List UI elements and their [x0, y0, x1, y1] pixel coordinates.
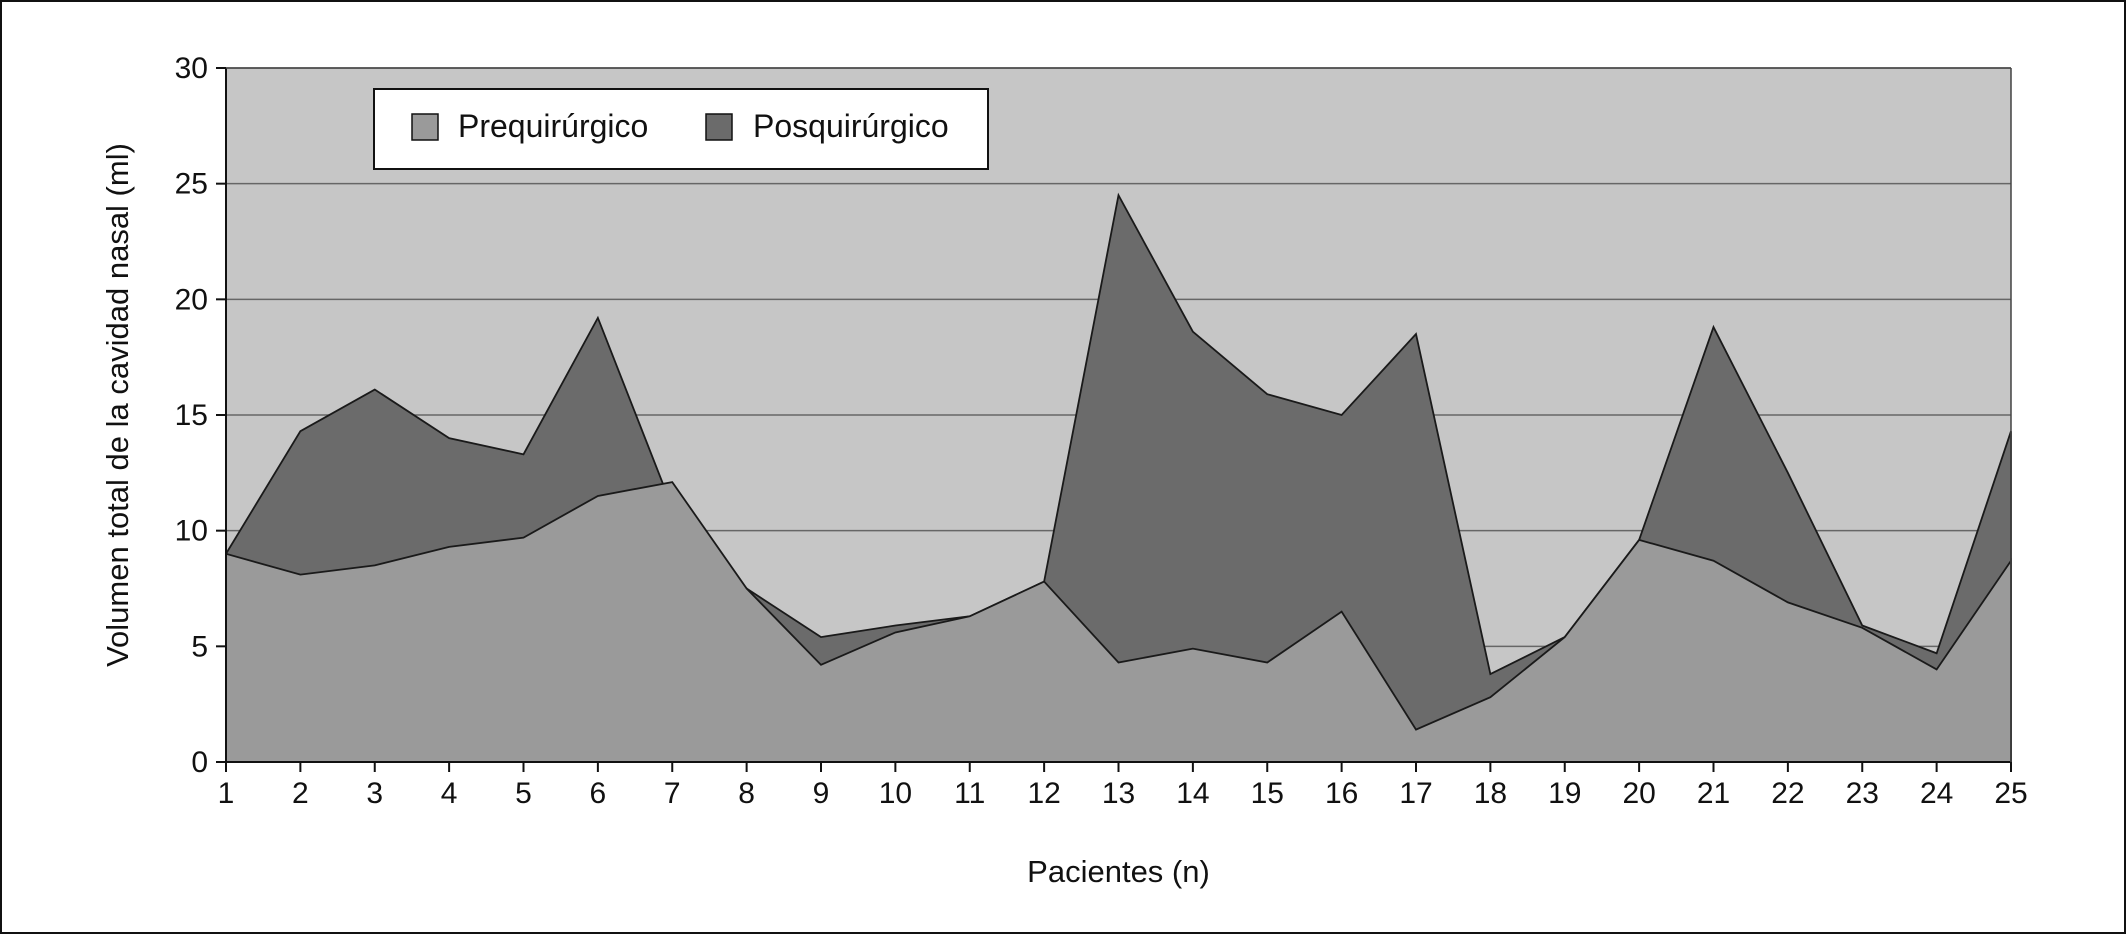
area-prequirurgico [225, 481, 2012, 763]
legend-swatch-posquirurgico [705, 113, 733, 141]
legend: Prequirúrgico Posquirúrgico [373, 88, 989, 170]
y-tick-label-25: 25 [175, 168, 208, 201]
x-tick-label-14: 14 [1176, 777, 1209, 810]
y-tick-label-15: 15 [175, 399, 208, 432]
y-tick-label-30: 30 [175, 52, 208, 85]
x-tick-label-24: 24 [1920, 777, 1953, 810]
x-tick-label-11: 11 [954, 777, 985, 810]
y-axis-label: Volumen total de la cavidad nasal (ml) [100, 143, 135, 667]
x-tick-label-9: 9 [813, 777, 830, 810]
x-tick-label-7: 7 [664, 777, 681, 810]
x-tick-label-12: 12 [1027, 777, 1060, 810]
y-tick-label-10: 10 [175, 515, 208, 548]
x-tick-label-17: 17 [1399, 777, 1432, 810]
x-tick-label-20: 20 [1622, 777, 1655, 810]
x-tick-labels: 1 2 3 4 5 6 7 8 9 10 11 12 13 14 15 16 17 18 19 20 21 22 23 24 2… [218, 777, 2028, 810]
x-tick-label-19: 19 [1548, 777, 1581, 810]
x-tick-label-5: 5 [515, 777, 532, 810]
legend-label-prequirurgico: Prequirúrgico [458, 108, 648, 144]
x-tick-label-16: 16 [1325, 777, 1358, 810]
x-tick-label-21: 21 [1697, 777, 1730, 810]
x-tick-label-10: 10 [879, 777, 912, 810]
x-tick-label-25: 25 [1994, 777, 2027, 810]
x-tick-label-1: 1 [218, 777, 235, 810]
x-tick-label-2: 2 [292, 777, 309, 810]
y-tick-label-20: 20 [175, 283, 208, 316]
x-tick-label-23: 23 [1846, 777, 1879, 810]
axes [216, 67, 2012, 772]
x-tick-label-8: 8 [738, 777, 755, 810]
x-tick-label-18: 18 [1474, 777, 1507, 810]
series-areas [225, 192, 2012, 763]
x-tick-label-3: 3 [366, 777, 383, 810]
x-axis-label: Pacientes (n) [1027, 854, 1210, 889]
x-tick-label-6: 6 [590, 777, 607, 810]
y-tick-labels: 0 5 10 15 20 25 30 [175, 52, 208, 779]
legend-box [373, 88, 989, 170]
y-tick-label-5: 5 [191, 630, 208, 663]
x-tick-label-4: 4 [441, 777, 458, 810]
x-tick-label-15: 15 [1251, 777, 1284, 810]
legend-label-posquirurgico: Posquirúrgico [753, 108, 949, 144]
x-tick-label-22: 22 [1771, 777, 1804, 810]
legend-swatch-prequirurgico [411, 113, 439, 141]
x-tick-label-13: 13 [1102, 777, 1135, 810]
y-tick-label-0: 0 [191, 746, 208, 779]
